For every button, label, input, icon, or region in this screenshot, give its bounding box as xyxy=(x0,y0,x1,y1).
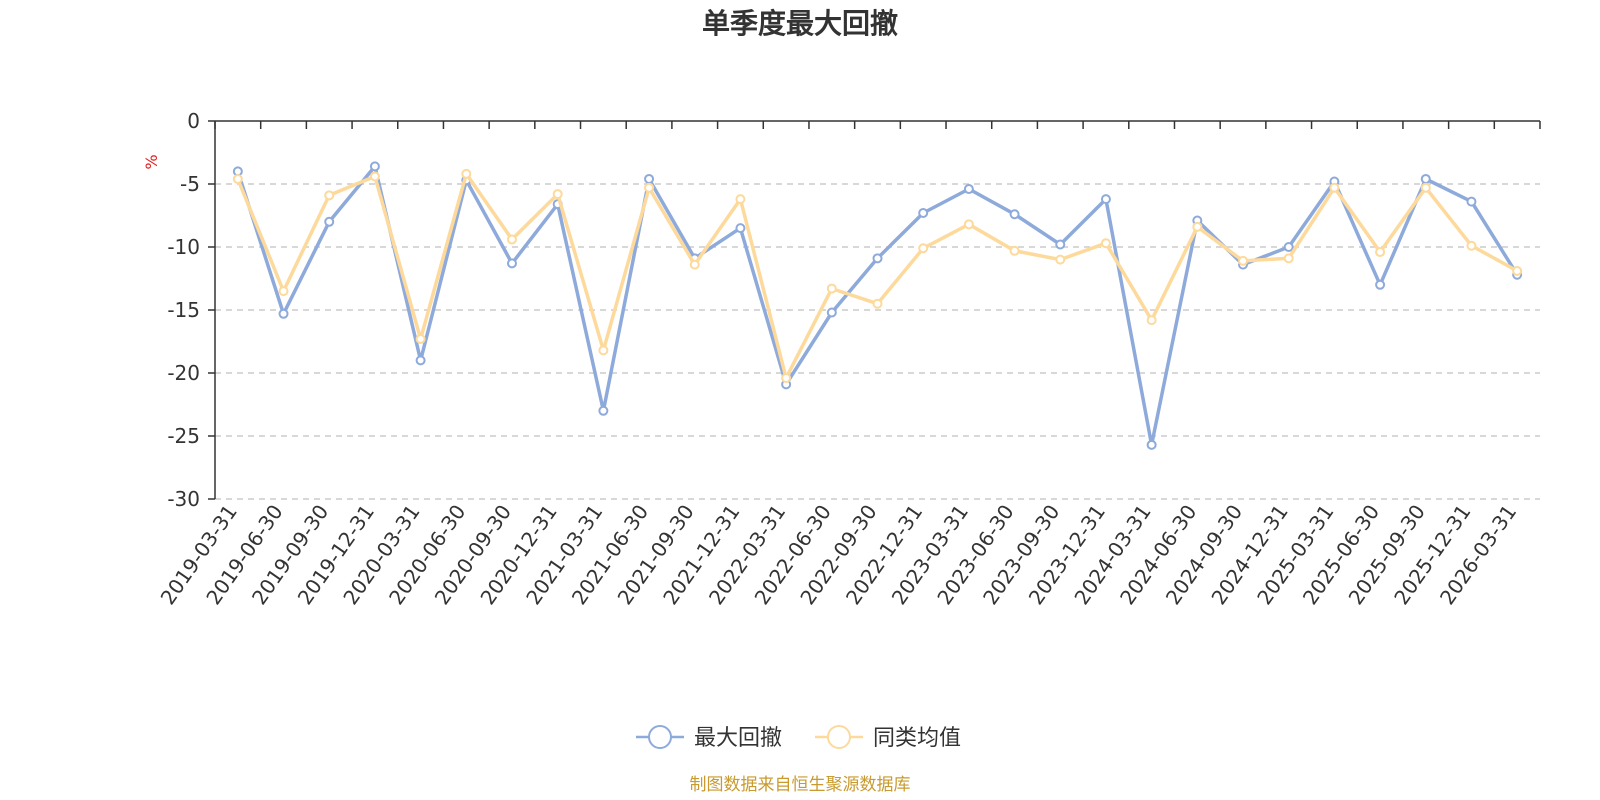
data-point xyxy=(1192,221,1203,232)
y-tick-label: -25 xyxy=(167,424,200,448)
axes xyxy=(208,120,1541,500)
data-point xyxy=(963,184,974,195)
data-point xyxy=(278,308,289,319)
data-point xyxy=(1512,265,1523,276)
data-point xyxy=(415,355,426,366)
data-point xyxy=(689,259,700,270)
grid-lines xyxy=(215,183,1540,500)
source-note: 制图数据来自恒生聚源数据库 xyxy=(690,775,911,795)
y-tick-label: -5 xyxy=(180,172,200,196)
data-point xyxy=(506,234,517,245)
legend[interactable]: 最大回撤 同类均值 xyxy=(636,725,961,751)
series-line-2 xyxy=(236,172,1519,380)
y-tick-label: -20 xyxy=(167,361,200,385)
data-point xyxy=(1146,315,1157,326)
legend-item-2[interactable]: 同类均值 xyxy=(815,725,961,751)
data-point xyxy=(1009,245,1020,256)
data-point xyxy=(1146,439,1157,450)
data-point xyxy=(1375,247,1386,258)
data-point xyxy=(415,333,426,344)
y-tick-label: -15 xyxy=(167,298,200,322)
data-point xyxy=(644,173,655,184)
data-point xyxy=(1466,240,1477,251)
data-point xyxy=(369,171,380,182)
data-point xyxy=(781,373,792,384)
data-point xyxy=(1055,239,1066,250)
y-tick-label: 0 xyxy=(187,109,200,133)
data-point xyxy=(232,173,243,184)
data-point xyxy=(918,243,929,254)
chart-title: 单季度最大回撤 xyxy=(702,7,898,40)
data-point xyxy=(1375,279,1386,290)
legend-label: 同类均值 xyxy=(873,726,961,751)
data-point xyxy=(1100,238,1111,249)
data-point xyxy=(735,194,746,205)
legend-item-1[interactable]: 最大回撤 xyxy=(636,725,782,751)
y-tick-label: -10 xyxy=(167,235,200,259)
legend-label: 最大回撤 xyxy=(694,726,782,751)
data-point xyxy=(872,298,883,309)
data-point xyxy=(735,223,746,234)
data-point xyxy=(1329,182,1340,193)
data-point xyxy=(1466,196,1477,207)
data-point xyxy=(278,286,289,297)
data-point xyxy=(826,283,837,294)
data-point xyxy=(1009,209,1020,220)
data-point xyxy=(552,189,563,200)
data-point xyxy=(963,219,974,230)
y-axis-unit: % xyxy=(142,154,161,169)
data-point xyxy=(506,258,517,269)
data-point xyxy=(644,182,655,193)
data-point xyxy=(1283,242,1294,252)
x-tick-labels: 2019-03-312019-06-302019-09-302019-12-31… xyxy=(156,500,1522,609)
data-point xyxy=(324,190,335,201)
data-point xyxy=(1283,253,1294,264)
data-point xyxy=(826,307,837,318)
data-point xyxy=(1420,182,1431,193)
data-point xyxy=(918,207,929,218)
data-point xyxy=(1238,255,1249,266)
data-point xyxy=(324,216,335,227)
data-point xyxy=(872,253,883,264)
y-tick-labels: 0 -5 -10 -15 -20 -25 -30 xyxy=(167,109,200,511)
data-point xyxy=(1100,194,1111,205)
legend-marker xyxy=(827,725,851,749)
data-point xyxy=(369,161,380,172)
data-point xyxy=(598,405,609,416)
legend-marker xyxy=(648,725,672,749)
y-tick-label: -30 xyxy=(167,487,200,511)
data-point xyxy=(1055,254,1066,265)
series-group xyxy=(232,161,1523,450)
data-point xyxy=(461,168,472,179)
data-point xyxy=(1420,173,1431,184)
data-point xyxy=(598,345,609,356)
